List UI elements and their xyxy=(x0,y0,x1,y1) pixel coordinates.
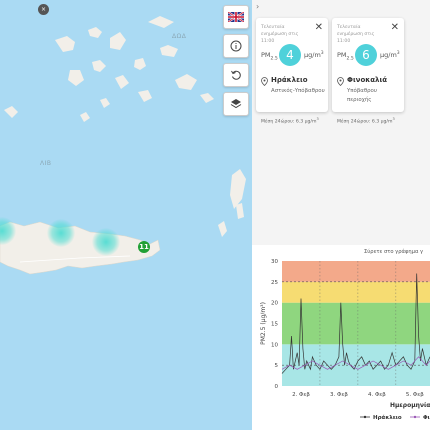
unit-label: μg/m3 xyxy=(304,51,324,60)
chart-container[interactable]: Σύρετε στο γράφημα γ 0 5 10 15 20 25 30 2. Φεβ 3… xyxy=(252,245,430,430)
close-card-button[interactable]: ✕ xyxy=(314,22,323,33)
reset-view-button[interactable] xyxy=(223,63,249,87)
pm25-chart[interactable]: 0 5 10 15 20 25 30 2. Φεβ 3. Φεβ 4. Φεβ 5. Φεβ PM2.… xyxy=(252,245,430,430)
station-card[interactable]: Τελευταία ενημέρωση στις 11:00 ✕ PM2.5 4… xyxy=(256,18,328,125)
language-button[interactable] xyxy=(223,5,249,29)
info-button[interactable] xyxy=(223,34,249,58)
map-place-label: ΔΩΔ xyxy=(172,33,187,40)
x-axis-label: Ημερομηνία xyxy=(390,402,430,409)
map-land xyxy=(0,16,246,275)
pm-value-badge: 4 xyxy=(279,44,301,66)
station-name: Φινοκαλιά xyxy=(347,76,388,84)
station-glow[interactable] xyxy=(0,217,16,245)
y-tick-label: 10 xyxy=(271,342,278,348)
info-icon xyxy=(230,40,242,52)
x-tick-label: 3. Φεβ xyxy=(330,392,348,398)
rotate-ccw-icon xyxy=(231,70,241,80)
pm-value-badge: 6 xyxy=(355,44,377,66)
unit-label: μg/m3 xyxy=(380,51,400,60)
y-tick-label: 25 xyxy=(271,280,278,286)
legend-marker xyxy=(363,415,367,419)
location-pin-icon xyxy=(261,77,268,86)
legend-marker xyxy=(413,415,417,419)
legend-label: Ηράκλειο xyxy=(373,414,402,421)
y-tick-label: 5 xyxy=(275,363,279,369)
aqi-band xyxy=(282,302,430,345)
station-glow[interactable] xyxy=(92,228,120,256)
map-point-marker[interactable]: × xyxy=(38,4,49,15)
station-marker[interactable]: 11 xyxy=(138,241,150,253)
layers-icon xyxy=(230,99,242,109)
chart-drag-hint: Σύρετε στο γράφημα γ xyxy=(364,249,424,255)
station-name: Ηράκλειο xyxy=(271,76,308,84)
daily-average: Μέση 24ώρου: 6.3 μg/m3 xyxy=(261,117,319,125)
legend-label: Φι xyxy=(423,415,430,421)
station-glow[interactable] xyxy=(47,219,75,247)
x-tick-label: 2. Φεβ xyxy=(292,392,310,398)
series-line xyxy=(281,356,430,370)
x-tick-label: 5. Φεβ xyxy=(406,392,424,398)
last-updated-label: Τελευταία ενημέρωση στις 11:00 xyxy=(337,25,375,44)
y-tick-label: 15 xyxy=(271,322,278,328)
y-tick-label: 0 xyxy=(275,384,279,390)
last-updated-label: Τελευταία ενημέρωση στις 11:00 xyxy=(261,25,299,44)
location-pin-icon xyxy=(337,77,344,86)
daily-average: Μέση 24ώρου: 6.3 μg/m3 xyxy=(337,117,395,125)
aqi-band xyxy=(282,281,430,303)
layers-button[interactable] xyxy=(223,92,249,116)
map[interactable]: ΔΩΔ ΛΙΒ × 11 xyxy=(0,0,252,430)
station-card[interactable]: Τελευταία ενημέρωση στις 11:00 ✕ PM2.5 6… xyxy=(332,18,404,125)
collapse-panel-button[interactable]: › xyxy=(256,2,260,11)
x-tick-label: 4. Φεβ xyxy=(368,392,386,398)
y-tick-label: 20 xyxy=(271,301,278,307)
station-marker-count: 11 xyxy=(139,243,149,251)
y-tick-label: 30 xyxy=(271,259,278,265)
uk-flag-icon xyxy=(228,12,244,22)
aqi-band xyxy=(282,261,430,282)
station-type: Αστικός-Υπόβαθρου xyxy=(271,88,325,94)
pm-label: PM2.5 xyxy=(337,51,354,62)
map-place-label: ΛΙΒ xyxy=(40,160,52,167)
close-card-button[interactable]: ✕ xyxy=(390,22,399,33)
station-type: Υπόβαθρου περιοχής xyxy=(347,88,377,103)
y-axis-label: PM2.5 (μg/m³) xyxy=(260,302,267,345)
pm-label: PM2.5 xyxy=(261,51,278,62)
